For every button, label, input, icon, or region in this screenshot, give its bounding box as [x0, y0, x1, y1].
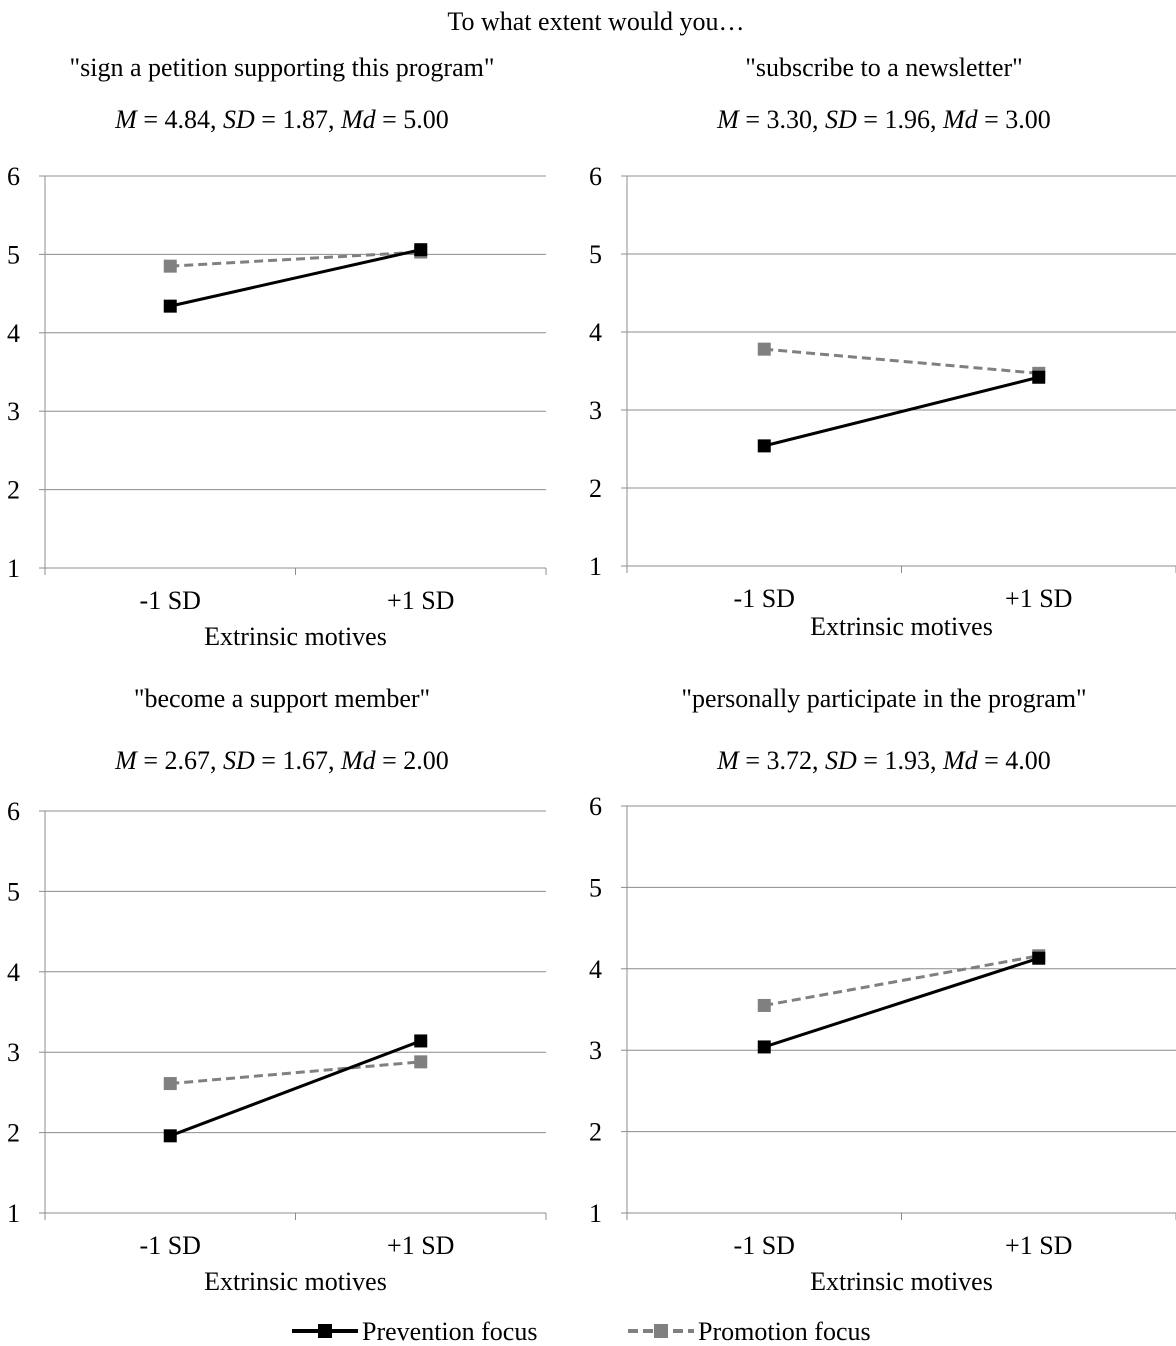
legend-item-promotion: Promotion focus — [628, 1317, 871, 1346]
data-point-prevention — [163, 1129, 177, 1143]
y-tick-label: 5 — [589, 240, 602, 269]
x-tick-label: -1 SD — [734, 1231, 795, 1260]
y-tick-label: 6 — [589, 162, 602, 191]
chart-panel-4: "personally participate in the program" M… — [589, 684, 1176, 1296]
x-tick-label: -1 SD — [140, 586, 201, 615]
legend-swatch-marker — [318, 1324, 332, 1338]
data-point-prevention — [1032, 951, 1046, 965]
data-point-prevention — [414, 1034, 428, 1048]
chart-panel-2: "subscribe to a newsletter" M = 3.30, SD … — [589, 53, 1176, 641]
x-tick-label: -1 SD — [140, 1231, 201, 1260]
x-tick-label: +1 SD — [387, 1231, 454, 1260]
panel-stats: M = 3.72, SD = 1.93, Md = 4.00 — [716, 746, 1051, 775]
y-tick-label: 1 — [589, 1199, 602, 1228]
x-axis-label: Extrinsic motives — [204, 622, 387, 651]
y-tick-label: 2 — [7, 476, 20, 505]
legend-swatch-marker — [654, 1324, 668, 1338]
data-point-promotion — [414, 1055, 428, 1069]
panel-stats: M = 3.30, SD = 1.96, Md = 3.00 — [716, 105, 1051, 134]
legend-label: Promotion focus — [698, 1317, 871, 1346]
panel-title: "sign a petition supporting this program… — [70, 53, 495, 82]
series-line-prevention — [763, 956, 1040, 1049]
x-axis-label: Extrinsic motives — [810, 612, 993, 641]
y-tick-label: 1 — [589, 552, 602, 581]
y-tick-label: 4 — [7, 319, 20, 348]
chart-panel-3: "become a support member" M = 2.67, SD = … — [7, 684, 547, 1296]
y-tick-label: 1 — [7, 554, 20, 583]
x-tick-label: +1 SD — [387, 586, 454, 615]
legend-label: Prevention focus — [362, 1317, 537, 1346]
figure-header: To what extent would you… — [447, 7, 744, 36]
y-tick-label: 3 — [7, 397, 20, 426]
panels: "sign a petition supporting this program… — [7, 53, 1176, 1296]
x-tick-label: -1 SD — [734, 584, 795, 613]
y-tick-label: 2 — [589, 1118, 602, 1147]
data-point-prevention — [757, 1040, 771, 1054]
y-tick-label: 2 — [7, 1119, 20, 1148]
series-line-prevention — [169, 1039, 422, 1138]
y-tick-label: 5 — [7, 877, 20, 906]
y-tick-label: 6 — [589, 792, 602, 821]
y-tick-label: 2 — [589, 474, 602, 503]
series-line-promotion — [764, 347, 1039, 375]
y-tick-label: 3 — [7, 1038, 20, 1067]
y-tick-label: 3 — [589, 396, 602, 425]
data-point-prevention — [414, 243, 428, 257]
panel-stats: M = 2.67, SD = 1.67, Md = 2.00 — [114, 746, 449, 775]
x-axis-label: Extrinsic motives — [810, 1267, 993, 1296]
y-tick-label: 5 — [589, 873, 602, 902]
legend-item-prevention: Prevention focus — [292, 1317, 537, 1346]
x-tick-label: +1 SD — [1005, 584, 1072, 613]
data-point-prevention — [1032, 370, 1046, 384]
y-tick-label: 4 — [7, 958, 20, 987]
y-tick-label: 1 — [7, 1199, 20, 1228]
series-line-promotion — [763, 954, 1040, 1007]
panel-title: "personally participate in the program" — [681, 684, 1086, 713]
series-line-prevention — [763, 375, 1040, 448]
y-tick-label: 4 — [589, 318, 602, 347]
data-point-promotion — [757, 342, 771, 356]
data-point-promotion — [163, 259, 177, 273]
y-tick-label: 5 — [7, 240, 20, 269]
data-point-prevention — [757, 439, 771, 453]
series-line-prevention — [169, 248, 422, 308]
panel-stats: M = 4.84, SD = 1.87, Md = 5.00 — [114, 105, 449, 134]
y-tick-label: 6 — [7, 162, 20, 191]
series-line-promotion — [170, 1060, 421, 1086]
y-tick-label: 6 — [7, 797, 20, 826]
data-point-promotion — [163, 1077, 177, 1091]
data-point-promotion — [757, 998, 771, 1012]
chart-panel-1: "sign a petition supporting this program… — [7, 53, 547, 651]
legend: Prevention focus Promotion focus — [292, 1317, 871, 1346]
panel-title: "subscribe to a newsletter" — [745, 53, 1023, 82]
y-tick-label: 4 — [589, 955, 602, 984]
y-tick-label: 3 — [589, 1036, 602, 1065]
x-axis-label: Extrinsic motives — [204, 1267, 387, 1296]
x-tick-label: +1 SD — [1005, 1231, 1072, 1260]
panel-title: "become a support member" — [134, 684, 430, 713]
data-point-prevention — [163, 299, 177, 313]
